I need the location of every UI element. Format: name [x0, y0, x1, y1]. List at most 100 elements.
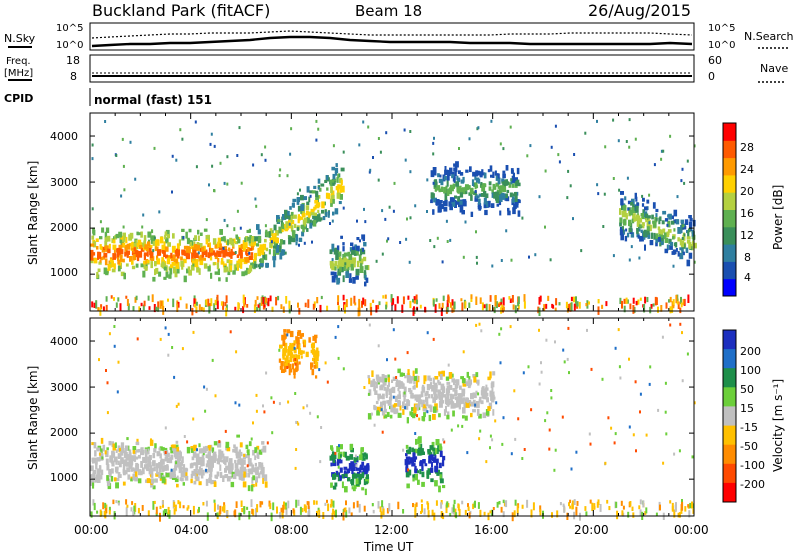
heatmap-cell: [619, 226, 624, 231]
heatmap-cell: [514, 305, 517, 314]
heatmap-cell: [679, 307, 682, 314]
heatmap-cell: [407, 295, 410, 300]
heatmap-cell: [225, 441, 230, 448]
heatmap-cell: [245, 444, 249, 450]
heatmap-cell: [168, 274, 172, 279]
heatmap-cell: [385, 390, 388, 397]
heatmap-cell: [416, 414, 418, 418]
heatmap-cell: [96, 447, 100, 451]
heatmap-cell: [180, 472, 185, 478]
heatmap-cell: [174, 271, 178, 278]
heatmap-cell: [288, 346, 292, 352]
heatmap-cell: [95, 463, 98, 470]
heatmap-cell: [225, 277, 228, 282]
heatmap-cell: [182, 236, 185, 240]
freq-panel-frame: [89, 54, 695, 83]
heatmap-cell: [451, 307, 454, 313]
heatmap-cell: [433, 182, 438, 188]
heatmap-cell: [684, 219, 689, 225]
heatmap-cell: [161, 244, 165, 250]
heatmap-cell: [416, 299, 418, 305]
heatmap-cell: [226, 447, 231, 452]
heatmap-cell: [419, 443, 423, 451]
heatmap-cell: [207, 266, 211, 272]
heatmap-cell: [288, 222, 291, 226]
heatmap-cell: [194, 120, 197, 124]
heatmap-cell: [576, 501, 579, 506]
heatmap-cell: [686, 352, 689, 356]
heatmap-cell: [192, 263, 195, 267]
heatmap-cell: [95, 300, 98, 309]
heatmap-cell: [669, 323, 672, 327]
heatmap-cell: [341, 481, 344, 489]
heatmap-cell: [104, 502, 107, 509]
heatmap-cell: [331, 275, 336, 283]
heatmap-cell: [103, 510, 106, 517]
heatmap-cell: [112, 244, 117, 250]
heatmap-cell: [615, 501, 618, 508]
heatmap-cell: [277, 295, 280, 301]
heatmap-cell: [122, 235, 126, 242]
velocity-y-axis-label: Slant Range [km]: [26, 366, 40, 470]
heatmap-cell: [596, 119, 598, 123]
heatmap-cell: [183, 245, 188, 250]
velocity-cbar-tick-neg50: -50: [740, 440, 758, 453]
heatmap-cell: [468, 137, 471, 141]
heatmap-cell: [620, 191, 624, 195]
heatmap-cell: [686, 236, 691, 240]
heatmap-cell: [180, 260, 184, 267]
heatmap-cell: [675, 219, 680, 225]
heatmap-cell: [424, 306, 427, 313]
heatmap-cell: [250, 484, 254, 492]
heatmap-cell: [442, 295, 445, 302]
heatmap-cell: [405, 444, 409, 449]
heatmap-cell: [389, 414, 393, 419]
heatmap-cell: [621, 203, 624, 210]
heatmap-cell: [386, 411, 390, 417]
heatmap-cell: [226, 476, 231, 482]
heatmap-cell: [286, 363, 290, 369]
heatmap-cell: [342, 367, 345, 371]
heatmap-cell: [288, 214, 291, 221]
heatmap-cell: [241, 508, 244, 513]
heatmap-cell: [474, 175, 477, 181]
heatmap-cell: [102, 255, 106, 260]
heatmap-cell: [318, 368, 321, 372]
heatmap-cell: [584, 506, 587, 511]
heatmap-cell: [210, 248, 214, 253]
heatmap-cell: [319, 460, 322, 464]
heatmap-cell: [367, 392, 370, 396]
heatmap-cell: [432, 167, 437, 173]
heatmap-cell: [199, 255, 204, 261]
heatmap-cell: [517, 210, 521, 217]
heatmap-cell: [235, 236, 239, 240]
power-colorbar-segment: [723, 244, 736, 262]
heatmap-cell: [661, 241, 664, 246]
heatmap-cell: [511, 183, 515, 188]
heatmap-cell: [256, 504, 259, 513]
heatmap-cell: [294, 392, 297, 395]
heatmap-cell: [612, 118, 615, 122]
heatmap-cell: [126, 254, 129, 258]
heatmap-cell: [682, 224, 685, 228]
heatmap-cell: [245, 250, 248, 255]
heatmap-cell: [414, 204, 417, 208]
heatmap-cell: [545, 303, 548, 309]
heatmap-cell: [506, 189, 510, 193]
heatmap-cell: [452, 504, 455, 513]
heatmap-cell: [668, 238, 672, 244]
heatmap-cell: [154, 269, 157, 276]
heatmap-cell: [361, 457, 366, 461]
heatmap-cell: [125, 507, 128, 517]
heatmap-cell: [438, 400, 443, 408]
heatmap-cell: [153, 146, 156, 150]
heatmap-cell: [233, 510, 236, 517]
heatmap-cell: [205, 468, 207, 472]
heatmap-cell: [406, 449, 409, 453]
heatmap-cell: [421, 471, 425, 478]
heatmap-cell: [200, 448, 204, 453]
heatmap-cell: [337, 268, 341, 276]
heatmap-cell: [222, 301, 225, 310]
heatmap-cell: [334, 335, 337, 339]
heatmap-cell: [285, 362, 288, 366]
